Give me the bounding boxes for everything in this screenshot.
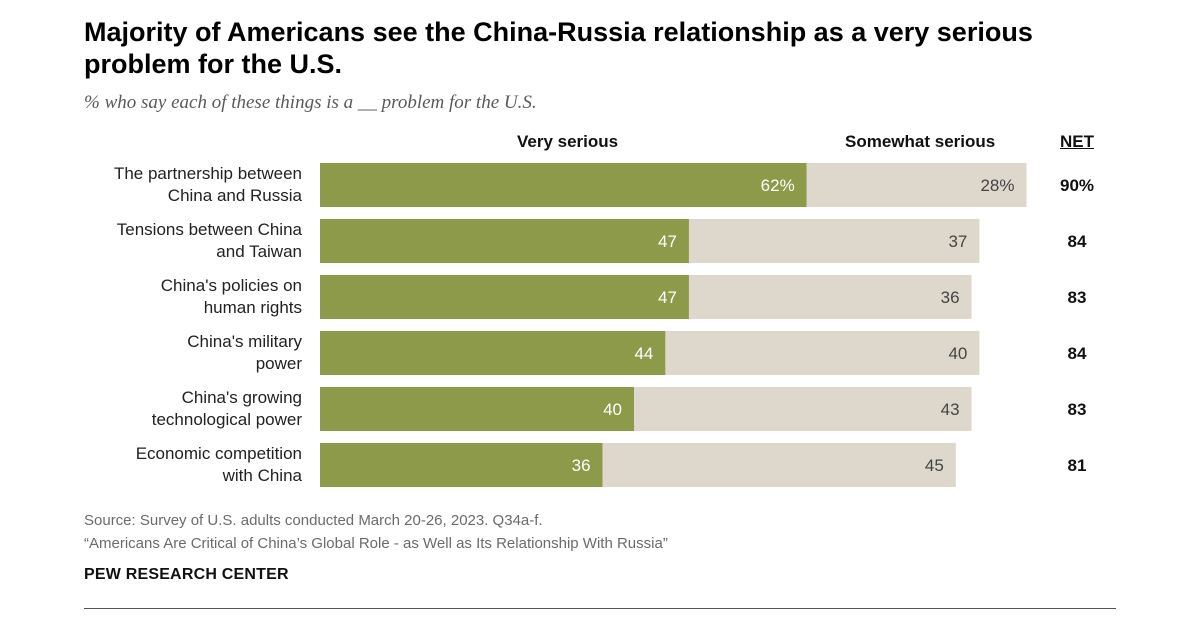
bar-somewhat-serious — [602, 443, 956, 487]
label-net: 90% — [1060, 176, 1094, 195]
bar-very-serious — [320, 275, 689, 319]
pew-research-center-logo: PEW RESEARCH CENTER — [84, 566, 289, 583]
label-somewhat-serious: 43 — [941, 400, 960, 419]
header-somewhat-serious: Somewhat serious — [845, 132, 996, 151]
bar-somewhat-serious — [634, 387, 972, 431]
bar-somewhat-serious — [665, 331, 980, 375]
category-label: Economic competition with China — [136, 444, 303, 485]
chart-title: Majority of Americans see the China-Russ… — [84, 17, 1033, 79]
label-somewhat-serious: 36 — [941, 288, 960, 307]
chart-subtitle: % who say each of these things is a __ p… — [84, 92, 537, 113]
label-very-serious: 47 — [658, 232, 677, 251]
stacked-bar-chart: 62% 28% 90% The partnership between China an… — [114, 163, 1094, 487]
header-net: NET — [1060, 132, 1094, 151]
bar-very-serious — [320, 331, 666, 375]
label-net: 83 — [1068, 400, 1087, 419]
label-very-serious: 44 — [634, 344, 653, 363]
header-very-serious: Very serious — [517, 132, 619, 151]
footer-divider — [84, 608, 1116, 609]
bar-very-serious — [320, 163, 807, 207]
category-label: China's policies on human rights — [161, 276, 302, 317]
label-somewhat-serious: 28% — [980, 176, 1014, 195]
label-net: 84 — [1068, 344, 1087, 363]
label-very-serious: 62% — [761, 176, 795, 195]
label-very-serious: 40 — [603, 400, 622, 419]
label-very-serious: 47 — [658, 288, 677, 307]
label-somewhat-serious: 45 — [925, 456, 944, 475]
category-label: China's military power — [187, 332, 302, 373]
label-very-serious: 36 — [572, 456, 591, 475]
bar-somewhat-serious — [688, 275, 972, 319]
label-net: 84 — [1068, 232, 1087, 251]
category-label: Tensions between China and Taiwan — [117, 220, 303, 261]
category-label: China's growing technological power — [152, 388, 303, 429]
category-label: The partnership between China and Russia — [114, 164, 303, 205]
bar-somewhat-serious — [806, 163, 1027, 207]
bar-very-serious — [320, 387, 634, 431]
bar-very-serious — [320, 219, 689, 263]
label-somewhat-serious: 37 — [948, 232, 967, 251]
label-somewhat-serious: 40 — [948, 344, 967, 363]
bar-very-serious — [320, 443, 603, 487]
label-net: 83 — [1068, 288, 1087, 307]
bar-somewhat-serious — [688, 219, 980, 263]
label-net: 81 — [1068, 456, 1087, 475]
source-note: Source: Survey of U.S. adults conducted … — [84, 512, 543, 529]
report-title: “Americans Are Critical of China’s Globa… — [84, 535, 668, 552]
